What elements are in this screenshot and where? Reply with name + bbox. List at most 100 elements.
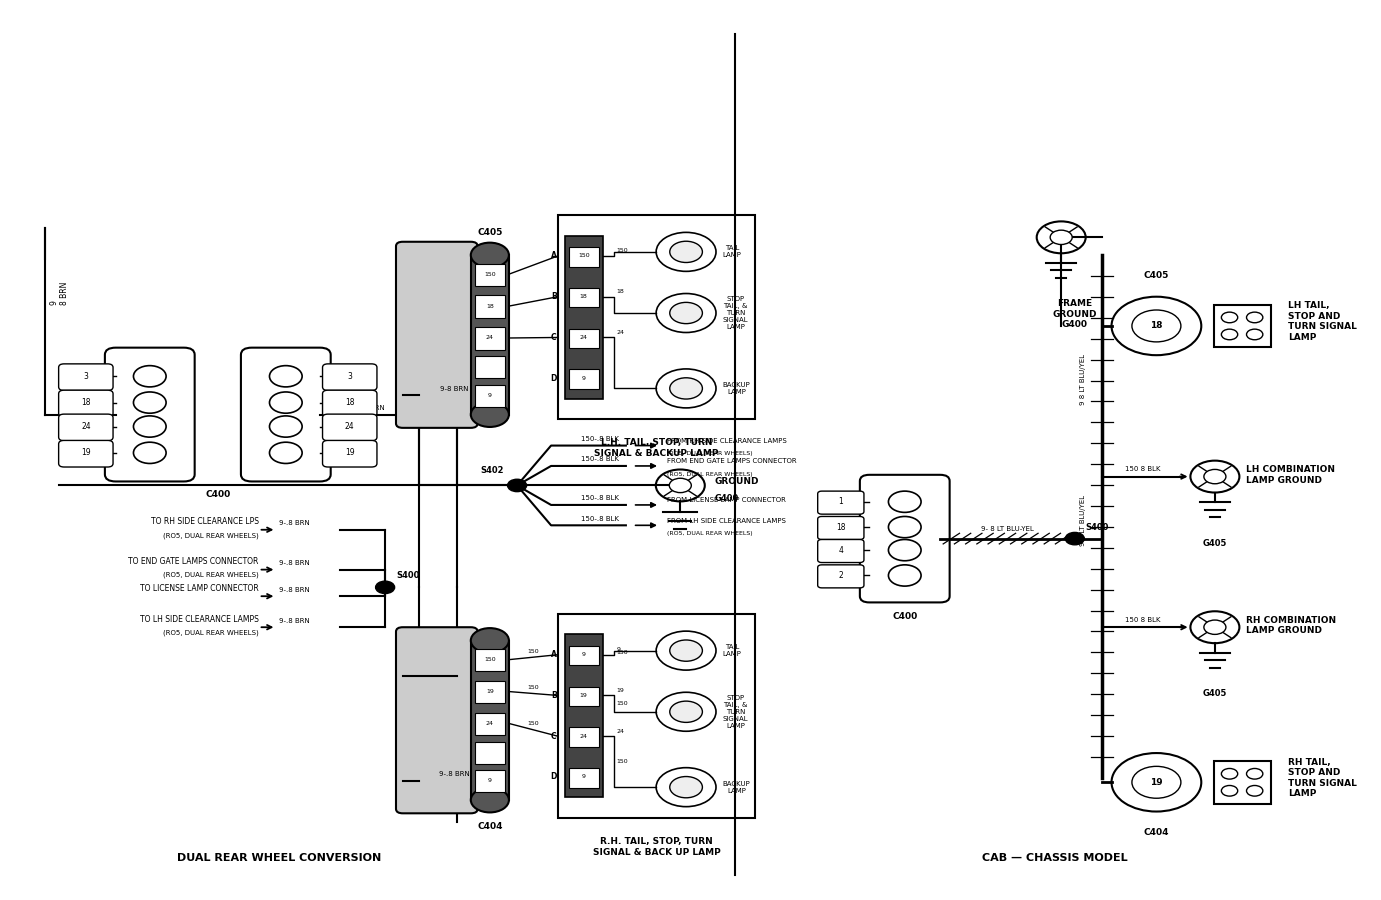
- FancyBboxPatch shape: [58, 414, 113, 441]
- Bar: [471, 641, 510, 800]
- Text: 18: 18: [1150, 321, 1163, 330]
- Text: 9: 9: [581, 375, 586, 381]
- Text: STOP
TAIL, &
TURN
SIGNAL
LAMP: STOP TAIL, & TURN SIGNAL LAMP: [722, 296, 749, 330]
- Text: 150-.8 BLK: 150-.8 BLK: [581, 456, 619, 463]
- Bar: [475, 681, 505, 703]
- Circle shape: [670, 478, 692, 492]
- Text: 9- 8 LT BLU-YEL: 9- 8 LT BLU-YEL: [981, 526, 1034, 532]
- Circle shape: [1132, 766, 1181, 798]
- FancyBboxPatch shape: [396, 242, 478, 428]
- Text: 19: 19: [486, 689, 494, 694]
- Text: 24: 24: [616, 729, 624, 733]
- Circle shape: [1204, 620, 1226, 634]
- Text: 9-.8 BRN: 9-.8 BRN: [279, 587, 309, 593]
- Text: 9
8 BRN: 9 8 BRN: [50, 282, 69, 305]
- Text: 150: 150: [485, 657, 496, 662]
- Bar: [565, 634, 602, 797]
- Bar: [569, 328, 599, 348]
- Text: R.H. TAIL, STOP, TURN
SIGNAL & BACK UP LAMP: R.H. TAIL, STOP, TURN SIGNAL & BACK UP L…: [592, 837, 721, 857]
- Text: 2: 2: [838, 571, 844, 580]
- Text: 18: 18: [836, 523, 845, 532]
- Text: C: C: [454, 334, 460, 343]
- Circle shape: [1204, 470, 1226, 484]
- Text: B: B: [454, 302, 460, 310]
- Text: 4: 4: [838, 545, 844, 554]
- Text: TAIL
LAMP: TAIL LAMP: [722, 246, 742, 258]
- Bar: [475, 356, 505, 378]
- Text: (RO5, DUAL REAR WHEELS): (RO5, DUAL REAR WHEELS): [667, 451, 753, 456]
- Text: 24: 24: [81, 422, 91, 431]
- Text: A: A: [454, 655, 460, 664]
- Text: 150: 150: [528, 649, 539, 653]
- Bar: [1214, 761, 1271, 804]
- Circle shape: [1050, 230, 1072, 245]
- Text: BACKUP
LAMP: BACKUP LAMP: [722, 382, 750, 395]
- Text: 150: 150: [616, 701, 628, 706]
- Text: A: A: [551, 251, 557, 260]
- FancyBboxPatch shape: [323, 391, 377, 417]
- Text: 150: 150: [616, 650, 628, 655]
- Text: 9: 9: [581, 775, 586, 779]
- Text: FROM LH SIDE CLEARANCE LAMPS: FROM LH SIDE CLEARANCE LAMPS: [667, 518, 786, 524]
- FancyBboxPatch shape: [818, 517, 865, 539]
- Circle shape: [471, 788, 510, 813]
- Text: 9- 8 BRN: 9- 8 BRN: [354, 405, 385, 411]
- Text: 18: 18: [486, 303, 494, 309]
- Bar: [569, 768, 599, 788]
- Text: RH COMBINATION
LAMP GROUND: RH COMBINATION LAMP GROUND: [1246, 616, 1337, 635]
- FancyBboxPatch shape: [58, 440, 113, 467]
- Text: 9: 9: [487, 393, 492, 398]
- Text: C405: C405: [478, 229, 503, 238]
- Text: 19: 19: [345, 448, 355, 457]
- Text: S400: S400: [1085, 523, 1109, 532]
- FancyBboxPatch shape: [818, 491, 865, 514]
- Bar: [475, 264, 505, 285]
- Text: 19: 19: [616, 688, 624, 693]
- Text: C: C: [551, 732, 557, 741]
- Bar: [475, 713, 505, 735]
- Text: CAB — CHASSIS MODEL: CAB — CHASSIS MODEL: [982, 852, 1127, 862]
- Text: D: D: [550, 772, 557, 781]
- FancyBboxPatch shape: [323, 414, 377, 441]
- Text: 1: 1: [838, 497, 844, 506]
- Text: 150: 150: [528, 721, 539, 726]
- Text: A: A: [454, 270, 460, 279]
- Text: 24: 24: [486, 721, 494, 726]
- Text: 150-8 BLK: 150-8 BLK: [449, 667, 485, 673]
- Text: 150 8 BLK: 150 8 BLK: [1126, 466, 1160, 472]
- Text: 150: 150: [577, 254, 590, 258]
- Text: 9-.8 BRN: 9-.8 BRN: [279, 520, 309, 526]
- Text: FRAME
GROUND
G400: FRAME GROUND G400: [1052, 300, 1097, 329]
- Text: TAIL
LAMP: TAIL LAMP: [722, 644, 742, 657]
- FancyBboxPatch shape: [323, 440, 377, 467]
- Text: D: D: [550, 374, 557, 382]
- Text: (RO5, DUAL REAR WHEELS): (RO5, DUAL REAR WHEELS): [667, 531, 753, 536]
- Text: (RO5, DUAL REAR WHEELS): (RO5, DUAL REAR WHEELS): [163, 572, 258, 579]
- Circle shape: [376, 581, 395, 594]
- Text: 19: 19: [580, 693, 588, 698]
- Text: 9: 9: [616, 647, 620, 652]
- Text: 9 8 LT BLU/YEL: 9 8 LT BLU/YEL: [1080, 495, 1085, 546]
- Bar: [475, 770, 505, 792]
- Text: G405: G405: [1203, 689, 1228, 698]
- Text: TO LICENSE LAMP CONNECTOR: TO LICENSE LAMP CONNECTOR: [139, 584, 258, 593]
- Text: C400: C400: [892, 612, 917, 621]
- Bar: [1214, 305, 1271, 347]
- Text: 9-8 BRN: 9-8 BRN: [441, 386, 468, 391]
- Bar: [558, 215, 755, 419]
- Text: LH TAIL,
STOP AND
TURN SIGNAL
LAMP: LH TAIL, STOP AND TURN SIGNAL LAMP: [1288, 302, 1358, 342]
- Text: 150 8 BLK: 150 8 BLK: [1126, 616, 1160, 623]
- Bar: [565, 236, 602, 399]
- Text: 150-8 BLK: 150-8 BLK: [461, 661, 467, 696]
- Bar: [475, 328, 505, 349]
- Text: 24: 24: [616, 329, 624, 335]
- Text: 9 8 LT BLU/YEL: 9 8 LT BLU/YEL: [1080, 354, 1085, 405]
- Bar: [475, 295, 505, 318]
- Text: 18: 18: [81, 398, 91, 407]
- Bar: [569, 727, 599, 747]
- Circle shape: [670, 777, 703, 797]
- Circle shape: [471, 628, 510, 652]
- Circle shape: [670, 302, 703, 324]
- Bar: [569, 248, 599, 266]
- Circle shape: [670, 640, 703, 662]
